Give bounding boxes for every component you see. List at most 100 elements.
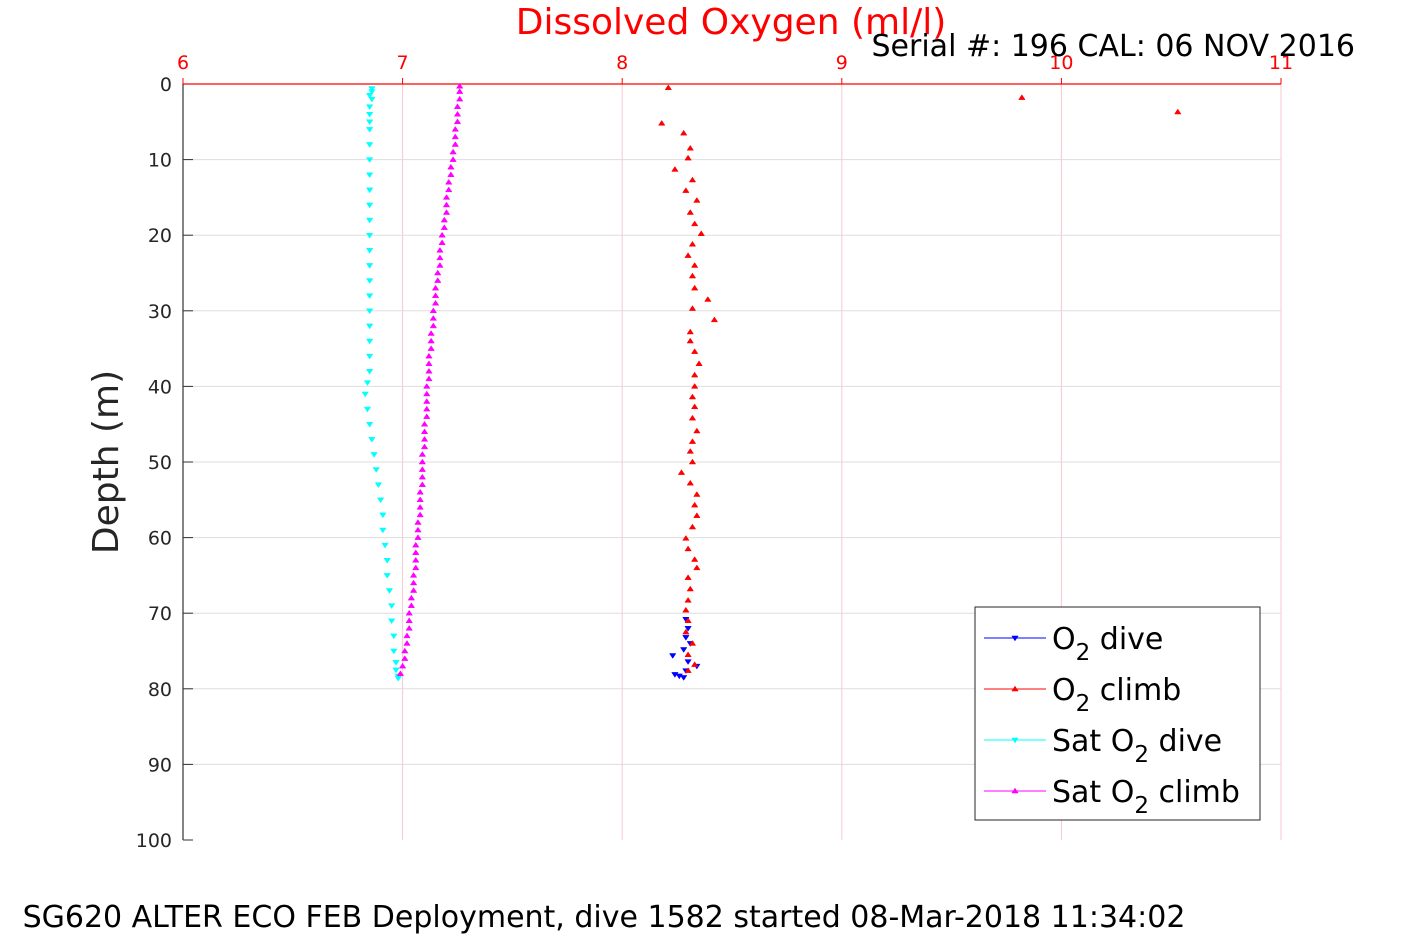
sat-o2-climb-point bbox=[449, 148, 457, 155]
sat-o2-climb-point bbox=[418, 481, 427, 487]
sat-o2-climb-point bbox=[409, 579, 418, 586]
sat-o2-climb-point bbox=[429, 307, 438, 314]
data-marks bbox=[361, 82, 1182, 682]
y-tick-label: 40 bbox=[148, 376, 172, 398]
sat-o2-climb-point bbox=[414, 526, 422, 533]
sat-o2-dive-point bbox=[363, 406, 372, 413]
sat-o2-climb-point bbox=[420, 435, 429, 442]
x-tick-label: 10 bbox=[1049, 52, 1073, 74]
y-axis-label: Depth (m) bbox=[86, 370, 127, 554]
sat-o2-climb-point bbox=[436, 246, 444, 253]
sat-o2-climb-point bbox=[451, 126, 459, 132]
sat-o2-dive-point bbox=[390, 648, 398, 655]
legend-marker bbox=[1011, 737, 1019, 744]
sat-o2-dive-point bbox=[365, 353, 374, 360]
o2-dive-point bbox=[684, 626, 692, 632]
sat-o2-dive-point bbox=[392, 660, 400, 666]
o2-dive-point bbox=[682, 635, 690, 641]
sat-o2-climb-point bbox=[431, 292, 440, 298]
chart-title: Dissolved Oxygen (ml/l) bbox=[516, 2, 947, 43]
legend: O2 dive O2 climb Sat O2 dive Sat O2 climb bbox=[974, 606, 1261, 821]
y-tick-label: 30 bbox=[148, 301, 172, 323]
sat-o2-dive-point bbox=[365, 421, 374, 428]
sat-o2-climb-point bbox=[405, 609, 413, 616]
sat-o2-dive-point bbox=[368, 86, 376, 92]
o2-climb-point bbox=[658, 119, 666, 126]
sat-o2-climb-point bbox=[440, 216, 448, 223]
sat-o2-climb-point bbox=[434, 269, 442, 276]
sat-o2-climb-point bbox=[403, 640, 411, 646]
legend-entry-label: O2 climb bbox=[1052, 673, 1181, 717]
o2-climb-point bbox=[688, 240, 697, 247]
sat-o2-climb-point bbox=[429, 315, 438, 321]
sat-o2-dive-point bbox=[390, 633, 398, 640]
sat-o2-climb-point bbox=[434, 277, 442, 283]
o2-climb-point bbox=[710, 316, 719, 323]
sat-o2-climb-point bbox=[453, 118, 462, 125]
sat-o2-climb-point bbox=[438, 239, 446, 246]
o2-climb-point bbox=[686, 337, 694, 344]
o2-climb-point bbox=[691, 262, 699, 268]
o2-climb-point bbox=[697, 230, 705, 236]
o2-climb-point bbox=[686, 448, 694, 454]
sat-o2-climb-point bbox=[442, 194, 451, 200]
sat-o2-climb-point bbox=[425, 360, 433, 366]
o2-climb-point bbox=[688, 272, 697, 279]
o2-dive-point bbox=[684, 659, 692, 665]
sat-o2-climb-point bbox=[442, 209, 451, 215]
o2-climb-point bbox=[684, 252, 692, 258]
o2-climb-point bbox=[682, 187, 690, 193]
o2-climb-point bbox=[691, 220, 699, 227]
sat-o2-climb-point bbox=[447, 163, 455, 170]
sat-o2-climb-point bbox=[453, 103, 462, 109]
o2-climb-point bbox=[688, 640, 697, 646]
sat-o2-dive-point bbox=[365, 172, 374, 179]
sat-o2-dive-point bbox=[379, 512, 387, 519]
sat-o2-climb-point bbox=[414, 534, 422, 540]
o2-climb-point bbox=[688, 176, 697, 183]
chart-subtitle: Serial #: 196 CAL: 06 NOV 2016 bbox=[872, 29, 1355, 64]
o2-climb-point bbox=[691, 371, 699, 378]
x-tick-label: 7 bbox=[397, 52, 409, 74]
o2-climb-point bbox=[684, 574, 692, 580]
sat-o2-climb-point bbox=[456, 95, 464, 102]
o2-climb-point bbox=[695, 360, 703, 366]
o2-climb-point bbox=[686, 585, 694, 592]
sat-o2-climb-point bbox=[405, 624, 413, 631]
o2-climb-point bbox=[684, 154, 692, 161]
y-tick-label: 70 bbox=[148, 603, 172, 625]
sat-o2-climb-point bbox=[423, 390, 431, 397]
sat-o2-dive-point bbox=[387, 618, 396, 625]
sat-o2-climb-point bbox=[412, 541, 420, 548]
y-tick-label: 50 bbox=[148, 452, 172, 474]
legend-marker bbox=[1011, 685, 1019, 692]
legend-marker bbox=[1011, 787, 1019, 794]
sat-o2-dive-point bbox=[365, 338, 374, 345]
o2-climb-point bbox=[691, 348, 699, 354]
o2-climb-point bbox=[693, 197, 701, 203]
o2-climb-point bbox=[686, 209, 694, 215]
sat-o2-dive-point bbox=[365, 142, 374, 148]
sat-o2-climb-point bbox=[418, 473, 427, 480]
sat-o2-climb-point bbox=[403, 632, 411, 639]
o2-climb-point bbox=[688, 458, 697, 465]
sat-o2-climb-point bbox=[418, 451, 427, 457]
sat-o2-climb-point bbox=[451, 133, 459, 140]
sat-o2-climb-point bbox=[414, 519, 422, 525]
o2-climb-point bbox=[1018, 94, 1026, 100]
o2-climb-point bbox=[691, 501, 699, 508]
sat-o2-dive-point bbox=[381, 542, 389, 549]
sat-o2-climb-point bbox=[445, 178, 453, 185]
o2-dive-point bbox=[669, 653, 677, 659]
o2-climb-point bbox=[664, 84, 672, 91]
o2-climb-point bbox=[684, 651, 692, 658]
o2-climb-point bbox=[691, 403, 699, 410]
sat-o2-dive-point bbox=[365, 93, 374, 99]
o2-climb-point bbox=[684, 617, 692, 624]
sat-o2-dive-point bbox=[368, 89, 376, 95]
sat-o2-dive-point bbox=[365, 187, 374, 194]
o2-climb-point bbox=[688, 523, 697, 530]
sat-o2-climb-point bbox=[418, 458, 427, 465]
y-tick-label: 60 bbox=[148, 528, 172, 550]
